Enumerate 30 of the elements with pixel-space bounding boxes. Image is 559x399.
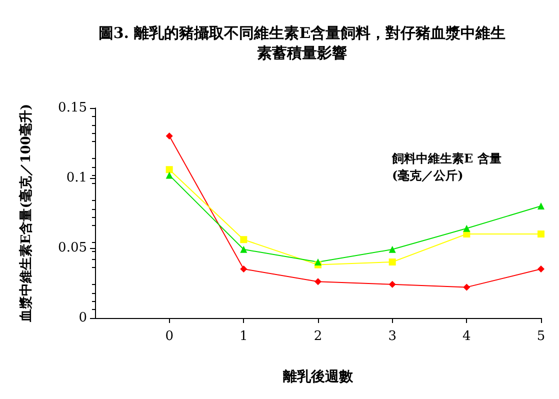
point [166, 172, 173, 179]
x-tick-label: 3 [388, 329, 396, 344]
point [538, 230, 544, 238]
point [314, 278, 322, 286]
x-tick-label: 0 [165, 329, 174, 344]
y-tick-label: 0.15 [58, 100, 87, 116]
point [388, 258, 396, 266]
point [463, 284, 470, 291]
point [166, 132, 173, 140]
x-tick-label: 4 [462, 329, 471, 344]
point [240, 266, 248, 272]
point [240, 246, 248, 253]
x-tick-label: 5 [536, 329, 546, 344]
point [463, 224, 470, 232]
chart-title: 圖3. 離乳的豬攝取不同維生素E含量飼料，對仔豬血漿中維生素蓄積量影響 [98, 24, 506, 62]
point [240, 236, 248, 244]
point [166, 166, 173, 174]
point [538, 202, 544, 210]
point [388, 280, 396, 288]
y-tick-label: 0.1 [66, 170, 87, 186]
x-tick-label: 1 [240, 329, 248, 344]
y-tick-label: 0 [78, 310, 87, 326]
y-tick-label: 0.05 [58, 240, 87, 256]
point [388, 246, 396, 253]
point [314, 258, 322, 266]
x-axis-title: 離乳後週數 [282, 369, 354, 385]
x-tick-label: 2 [314, 329, 322, 344]
point [538, 266, 544, 272]
legend-title: 飼料中維生素E 含量 (毫克／公斤) [391, 152, 502, 182]
y-axis-title: 血漿中維生素E含量(毫克／100毫升) [18, 104, 34, 324]
